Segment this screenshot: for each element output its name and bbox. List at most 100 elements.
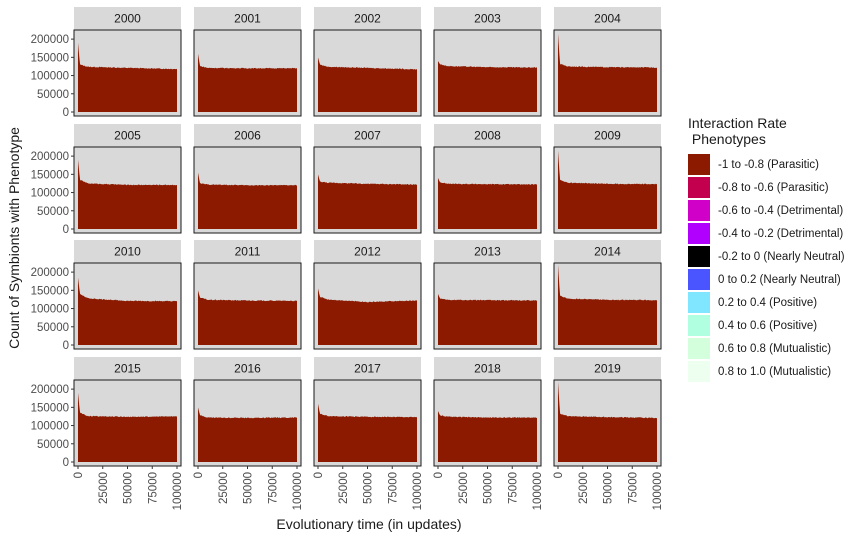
legend-label: -0.8 to -0.6 (Parasitic) — [718, 181, 829, 194]
legend-swatch — [688, 361, 710, 382]
facet-panel: 2019 0 25000 50000 75000 100000 — [553, 357, 664, 510]
legend-label: 0.8 to 1.0 (Mutualistic) — [718, 365, 832, 378]
facet-title: 2013 — [474, 245, 501, 259]
facet-title: 2007 — [354, 129, 381, 143]
legend-item: -0.4 to -0.2 (Detrimental) — [688, 222, 863, 245]
y-tick-label: 100000 — [31, 304, 69, 316]
x-tick-label: 75000 — [267, 472, 279, 504]
y-tick-label: 200000 — [31, 34, 69, 46]
x-tick-label: 0 — [433, 472, 445, 478]
panel-border — [313, 146, 422, 234]
x-tick-label: 100000 — [172, 472, 184, 510]
facet-panel: 2004 — [553, 7, 662, 117]
facet-strip — [194, 124, 301, 147]
legend-swatch — [688, 223, 710, 244]
legend-item: -0.8 to -0.6 (Parasitic) — [688, 176, 863, 199]
facet-strip — [314, 7, 421, 30]
legend-label: -1 to -0.8 (Parasitic) — [718, 158, 819, 171]
legend-label: 0 to 0.2 (Nearly Neutral) — [718, 273, 841, 286]
facet-strip — [434, 240, 541, 263]
area-series — [78, 159, 177, 229]
facet-panel: 2000 0 50000 100000 150000 200000 — [31, 7, 182, 119]
x-axis-title: Evolutionary time (in updates) — [276, 516, 461, 532]
facet-title: 2001 — [234, 12, 261, 26]
facet-strip — [74, 124, 181, 147]
facet-panel: 2006 — [193, 124, 302, 234]
facet-title: 2008 — [474, 129, 501, 143]
facet-panel: 2016 0 25000 50000 75000 100000 — [193, 357, 304, 510]
panel-border — [433, 262, 542, 350]
facet-panel: 2002 — [313, 7, 422, 117]
legend-swatch — [688, 200, 710, 221]
y-tick-label: 50000 — [37, 439, 69, 451]
facet-title: 2015 — [114, 362, 141, 376]
facet-strip — [314, 240, 421, 263]
facet-title: 2006 — [234, 129, 261, 143]
legend: Interaction Rate Phenotypes -1 to -0.8 (… — [688, 115, 863, 383]
facet-title: 2010 — [114, 245, 141, 259]
facet-title: 2005 — [114, 129, 141, 143]
facet-strip — [554, 357, 661, 380]
legend-label: -0.2 to 0 (Nearly Neutral) — [718, 250, 845, 263]
legend-item: 0.4 to 0.6 (Positive) — [688, 314, 863, 337]
y-tick-label: 100000 — [31, 188, 69, 200]
area-series — [318, 174, 417, 229]
x-tick-label: 0 — [553, 472, 565, 478]
facet-panel: 2001 — [193, 7, 302, 117]
x-tick-label: 100000 — [292, 472, 304, 510]
panel-border — [193, 262, 302, 350]
legend-swatch — [688, 246, 710, 267]
facet-panel: 2015 0 50000 100000 150000 200000 0 25000 50000 7… — [31, 357, 184, 510]
y-tick-label: 50000 — [37, 206, 69, 218]
y-tick-label: 200000 — [31, 267, 69, 279]
legend-item: 0.6 to 0.8 (Mutualistic) — [688, 337, 863, 360]
y-axis-title: Count of Symbionts with Phenotype — [6, 127, 22, 349]
panel-border — [553, 29, 662, 117]
panel-border — [193, 29, 302, 117]
panel-border — [313, 262, 422, 350]
panel-border — [433, 29, 542, 117]
facet-strip — [554, 7, 661, 30]
legend-label: -0.4 to -0.2 (Detrimental) — [718, 227, 844, 240]
facet-title: 2014 — [594, 245, 621, 259]
legend-label: 0.2 to 0.4 (Positive) — [718, 296, 818, 309]
x-tick-label: 25000 — [338, 472, 350, 504]
panel-border — [193, 146, 302, 234]
x-tick-label: 75000 — [507, 472, 519, 504]
facet-panel: 2003 — [433, 7, 542, 117]
y-tick-label: 100000 — [31, 71, 69, 83]
facet-strip — [74, 7, 181, 30]
facet-panel: 2007 — [313, 124, 422, 234]
facet-panel: 2008 — [433, 124, 542, 234]
facet-panel: 2005 0 50000 100000 150000 200000 — [31, 124, 182, 236]
area-series — [78, 42, 177, 113]
facet-title: 2017 — [354, 362, 381, 376]
legend-swatch — [688, 315, 710, 336]
area-series — [78, 277, 177, 345]
facet-title: 2011 — [235, 245, 261, 259]
facet-panel: 2010 0 50000 100000 150000 200000 — [31, 240, 182, 352]
panel-border — [313, 29, 422, 117]
area-series — [438, 293, 537, 345]
area-series — [438, 410, 537, 462]
x-tick-label: 75000 — [387, 472, 399, 504]
facet-strip — [74, 240, 181, 263]
facet-panel: 2009 — [553, 124, 662, 234]
legend-swatch — [688, 292, 710, 313]
area-series — [198, 172, 297, 229]
facet-title: 2004 — [594, 12, 621, 26]
legend-label: 0.4 to 0.6 (Positive) — [718, 319, 818, 332]
y-tick-label: 0 — [63, 224, 69, 236]
legend-title: Interaction Rate Phenotypes — [688, 115, 787, 147]
facet-panel: 2014 — [553, 240, 662, 350]
area-series — [78, 392, 177, 462]
x-tick-label: 0 — [73, 472, 85, 478]
facet-title: 2009 — [594, 129, 621, 143]
x-tick-label: 50000 — [363, 472, 375, 504]
area-series — [558, 150, 657, 229]
area-series — [558, 381, 657, 462]
facet-title: 2012 — [354, 245, 381, 259]
x-tick-label: 50000 — [603, 472, 615, 504]
y-tick-label: 150000 — [31, 402, 69, 414]
